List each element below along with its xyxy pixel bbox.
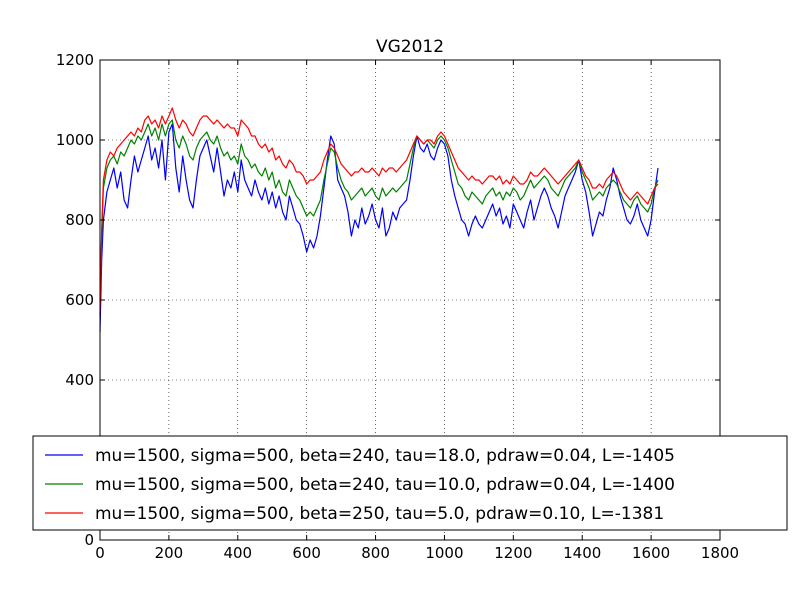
legend-label-1: mu=1500, sigma=500, beta=240, tau=18.0, … bbox=[95, 446, 675, 466]
x-tick-label: 1800 bbox=[701, 544, 739, 562]
x-tick-label: 600 bbox=[292, 544, 321, 562]
legend-box bbox=[32, 435, 788, 531]
x-tick-label: 1600 bbox=[632, 544, 670, 562]
series-line-1 bbox=[99, 123, 659, 333]
chart-title: VG2012 bbox=[376, 37, 444, 57]
x-tick-label: 1200 bbox=[494, 544, 532, 562]
legend-label-2: mu=1500, sigma=500, beta=240, tau=10.0, … bbox=[95, 475, 675, 495]
x-tick-label: 200 bbox=[155, 544, 184, 562]
x-tick-label: 0 bbox=[95, 544, 105, 562]
y-tick-label: 1000 bbox=[56, 131, 94, 149]
x-tick-label: 800 bbox=[361, 544, 390, 562]
legend: mu=1500, sigma=500, beta=240, tau=18.0, … bbox=[32, 435, 788, 531]
x-tick-label: 1400 bbox=[563, 544, 601, 562]
x-tick-label: 400 bbox=[223, 544, 252, 562]
y-tick-label: 400 bbox=[65, 371, 94, 389]
y-tick-label: 600 bbox=[65, 291, 94, 309]
series-line-2 bbox=[99, 119, 659, 301]
series-lines bbox=[99, 107, 659, 333]
legend-label-3: mu=1500, sigma=500, beta=250, tau=5.0, p… bbox=[95, 504, 664, 524]
y-tick-label: 800 bbox=[65, 211, 94, 229]
y-tick-label: 1200 bbox=[56, 51, 94, 69]
series-line-3 bbox=[99, 107, 659, 317]
y-tick-label: 0 bbox=[84, 531, 94, 549]
x-tick-label: 1000 bbox=[425, 544, 463, 562]
